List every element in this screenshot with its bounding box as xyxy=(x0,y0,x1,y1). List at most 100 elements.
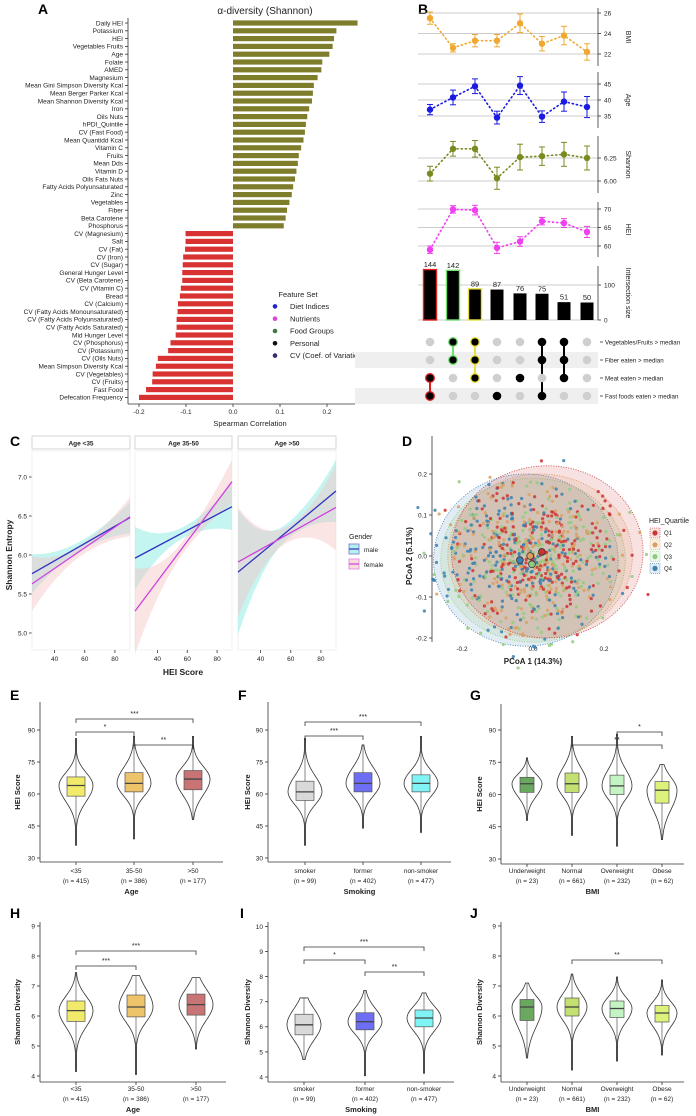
sample-point xyxy=(506,562,511,566)
x-axis-label: PCoA 1 (14.3%) xyxy=(504,657,563,666)
sample-point xyxy=(551,486,555,490)
sample-point xyxy=(495,580,499,584)
sample-point xyxy=(538,572,542,576)
y-tick-label: 5 xyxy=(259,1049,263,1056)
feature-label: AMED xyxy=(104,67,123,74)
sample-point xyxy=(434,560,439,565)
sample-point xyxy=(468,507,472,511)
matrix-dot-filled xyxy=(559,337,569,347)
sample-point xyxy=(533,557,537,561)
sample-point xyxy=(630,553,634,557)
significance-bracket xyxy=(75,718,194,723)
sample-point xyxy=(451,570,455,574)
sample-point xyxy=(473,561,477,565)
feature-label: Potassium xyxy=(93,28,123,35)
sample-point xyxy=(567,551,571,555)
panel-letter: H xyxy=(10,905,20,921)
y-tick-label: 6.0 xyxy=(18,552,27,559)
correlation-bar xyxy=(182,262,233,268)
panel-letter: C xyxy=(10,433,20,449)
y-axis-label: Shannon Diversity xyxy=(243,978,252,1045)
intersection-bar xyxy=(422,268,438,321)
female-confidence-band xyxy=(238,464,336,617)
sample-point xyxy=(518,579,523,584)
sample-point xyxy=(557,530,561,534)
mean-point xyxy=(538,40,546,47)
sample-point xyxy=(560,615,565,620)
correlation-bar xyxy=(139,394,233,400)
y-tick-label: 90 xyxy=(489,727,497,734)
sample-point xyxy=(617,569,621,573)
sample-point xyxy=(574,532,578,536)
sample-point xyxy=(520,496,524,501)
sample-point xyxy=(579,584,584,589)
box xyxy=(124,772,144,793)
sample-point xyxy=(513,576,517,580)
sample-point xyxy=(530,581,535,585)
sample-point xyxy=(500,546,505,551)
sample-point xyxy=(512,532,517,536)
sample-point xyxy=(594,555,598,560)
mean-point xyxy=(493,37,501,44)
sample-point xyxy=(487,483,491,487)
sample-point xyxy=(521,523,526,528)
sample-point xyxy=(472,516,476,520)
group-count-label: (n = 477) xyxy=(408,878,434,885)
mean-point xyxy=(471,83,479,90)
sample-point xyxy=(540,543,544,547)
correlation-bar xyxy=(152,371,233,377)
significance-bracket xyxy=(304,721,422,726)
correlation-bar xyxy=(233,184,294,190)
sample-point xyxy=(591,503,595,507)
y-tick-label: 90 xyxy=(256,727,264,734)
sample-point xyxy=(513,564,518,569)
box xyxy=(654,781,670,804)
sample-point xyxy=(571,569,575,573)
feature-label: CV (Magnesium) xyxy=(74,231,123,238)
x-tick-label: -0.2 xyxy=(133,409,145,416)
sample-point xyxy=(466,571,470,575)
x-tick-label: smoker xyxy=(293,1086,315,1093)
correlation-bar xyxy=(233,207,288,213)
matrix-dot-empty xyxy=(492,355,502,365)
y-axis-label: HEI Score xyxy=(13,774,22,809)
matrix-dot-empty xyxy=(425,337,435,347)
sample-point xyxy=(505,494,509,498)
significance-label: *** xyxy=(130,711,138,718)
sample-point xyxy=(586,556,590,560)
matrix-dot-filled xyxy=(537,355,547,365)
sample-point xyxy=(481,545,485,550)
sample-point xyxy=(563,567,567,572)
mean-point xyxy=(471,145,479,152)
sample-point xyxy=(538,578,543,582)
mean-point xyxy=(449,94,457,101)
x-axis-label: Smoking xyxy=(344,887,376,896)
sample-point xyxy=(531,644,535,648)
sample-point xyxy=(494,499,498,503)
feature-label: Fiber xyxy=(108,208,124,215)
male-regression-line xyxy=(134,506,233,559)
matrix-dot-filled xyxy=(492,391,502,401)
x-tick-label: 60 xyxy=(81,656,89,663)
sample-point xyxy=(561,562,565,567)
group-count-label: (n = 661) xyxy=(559,1096,585,1103)
sample-point xyxy=(610,555,614,559)
feature-label: Daily HEI xyxy=(96,20,123,27)
sample-point xyxy=(497,542,501,546)
legend-label: Diet Indices xyxy=(290,302,329,311)
sample-point xyxy=(552,547,556,551)
mean-point xyxy=(493,114,501,121)
sample-point xyxy=(445,594,449,598)
sample-point xyxy=(603,544,608,549)
sample-point xyxy=(501,554,505,558)
sample-point xyxy=(607,574,612,579)
feature-label: CV (Fruits) xyxy=(92,379,123,386)
sample-point xyxy=(504,530,508,534)
correlation-bar xyxy=(168,348,233,354)
intersection-bar xyxy=(557,302,571,320)
sample-point xyxy=(478,574,482,578)
feature-label: Bread xyxy=(106,293,124,300)
sample-point xyxy=(584,562,589,566)
sample-point xyxy=(575,535,579,539)
sample-point xyxy=(543,530,548,534)
